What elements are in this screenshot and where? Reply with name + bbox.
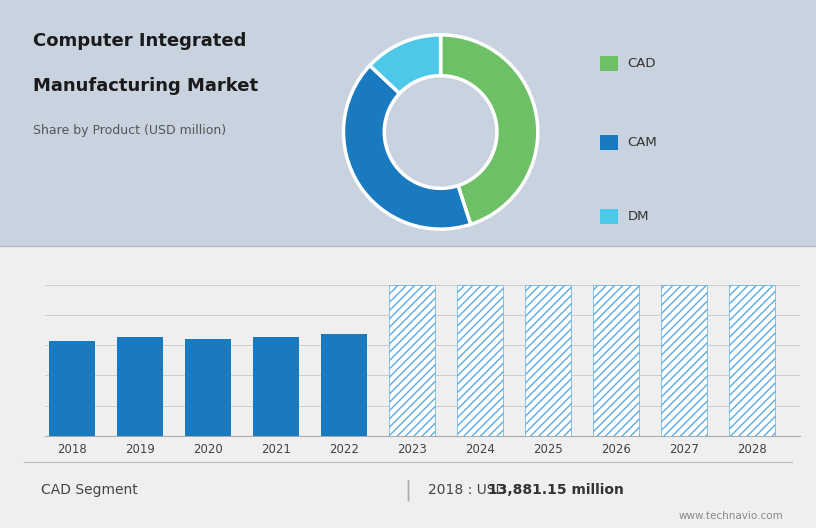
Text: www.technavio.com: www.technavio.com: [679, 512, 783, 521]
Bar: [661, 285, 707, 436]
Bar: [389, 285, 435, 436]
Bar: [321, 334, 367, 436]
Text: 13,881.15 million: 13,881.15 million: [488, 483, 624, 497]
Bar: [253, 337, 299, 436]
Text: CAM: CAM: [628, 136, 657, 149]
Bar: [525, 285, 571, 436]
Bar: [185, 339, 231, 436]
Bar: [457, 285, 503, 436]
Text: CAD: CAD: [628, 57, 656, 70]
Bar: [49, 341, 95, 436]
Bar: [593, 285, 639, 436]
Wedge shape: [370, 35, 441, 93]
Text: Manufacturing Market: Manufacturing Market: [33, 77, 258, 95]
Wedge shape: [344, 65, 471, 229]
Text: |: |: [405, 479, 411, 501]
Text: DM: DM: [628, 210, 649, 223]
Text: Share by Product (USD million): Share by Product (USD million): [33, 124, 226, 137]
Text: Computer Integrated: Computer Integrated: [33, 32, 246, 50]
Bar: [117, 337, 163, 436]
Bar: [729, 285, 775, 436]
Text: CAD Segment: CAD Segment: [41, 483, 138, 497]
Wedge shape: [441, 35, 538, 224]
Text: 2018 : USD: 2018 : USD: [428, 483, 511, 497]
